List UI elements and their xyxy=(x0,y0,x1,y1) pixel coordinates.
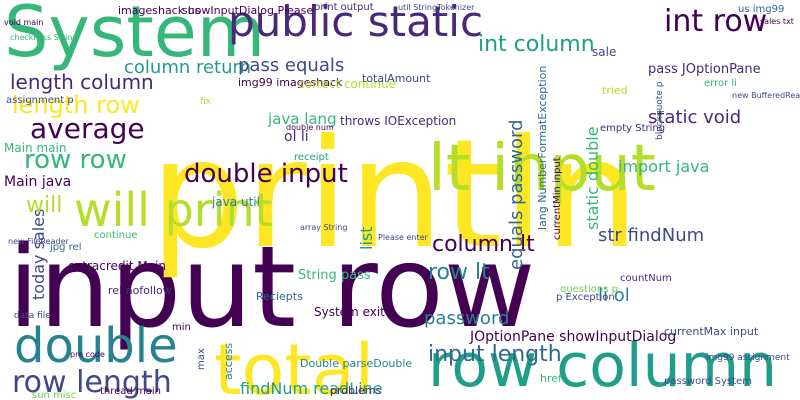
word: blockquote p xyxy=(655,81,665,140)
word: new FileReader xyxy=(8,237,69,246)
word: input row xyxy=(8,223,535,353)
word: password System xyxy=(664,376,752,387)
word: imageshack us xyxy=(118,4,201,17)
word: extracredit Main xyxy=(68,259,166,273)
word: java util xyxy=(211,195,260,209)
word: fix xyxy=(200,97,212,107)
word: us img99 xyxy=(738,4,784,15)
word: println xyxy=(150,108,639,282)
word: pass equals xyxy=(238,55,344,76)
word: jpg rel xyxy=(49,242,81,253)
word: sales txt xyxy=(760,17,794,26)
word: access xyxy=(222,343,235,380)
word: average xyxy=(30,112,145,145)
word: currentMin input xyxy=(552,157,563,240)
word: Reciepts xyxy=(256,290,303,303)
word: correct continue xyxy=(298,77,396,91)
word: double num xyxy=(286,123,334,132)
word: sale xyxy=(592,45,616,59)
word: total xyxy=(214,329,374,400)
word: totalAmount xyxy=(362,72,431,85)
word: questions p xyxy=(560,284,618,295)
word: Please enter xyxy=(378,233,429,242)
word: Double parseDouble xyxy=(300,357,412,370)
word: data file xyxy=(14,311,51,321)
word: row lt xyxy=(428,260,490,285)
word: will xyxy=(26,193,62,218)
word: min xyxy=(172,322,191,333)
word: findNum readLine xyxy=(240,379,383,398)
word: lang NumberFormatException xyxy=(536,66,549,230)
word: lt input xyxy=(428,132,656,206)
word: rel nofollow xyxy=(108,284,172,297)
word: showInputDialog Please xyxy=(182,4,313,17)
word: Main java xyxy=(4,174,71,190)
word: ol li xyxy=(284,129,309,145)
word: array String xyxy=(300,223,347,232)
word: new BufferedReader xyxy=(732,91,800,100)
word: pre code xyxy=(70,350,105,359)
word: img99 imageshack xyxy=(238,76,343,89)
word: print output xyxy=(314,2,374,13)
word: throws IOException xyxy=(340,114,456,128)
word: problems xyxy=(330,384,382,397)
word: System xyxy=(4,0,265,73)
word: li ol xyxy=(598,285,630,306)
word: util StringTokenizer xyxy=(398,3,475,12)
word: p Exception xyxy=(556,292,615,303)
word: img99 assignment xyxy=(706,353,790,363)
word: int row xyxy=(664,4,767,39)
word: sun misc xyxy=(32,390,76,400)
word: today sales xyxy=(29,209,48,300)
word: countNum xyxy=(620,273,672,284)
word: list xyxy=(357,227,376,251)
word: error li xyxy=(704,78,737,89)
word: row column xyxy=(428,331,777,400)
word: double input xyxy=(184,159,348,189)
word: empty String xyxy=(600,123,665,134)
word: static void xyxy=(648,107,741,128)
word: String pass xyxy=(298,268,371,283)
word: input length xyxy=(428,342,562,367)
word: assignment p xyxy=(6,95,74,106)
word: int column xyxy=(478,32,595,57)
word: continue xyxy=(94,230,137,241)
word: str findNum xyxy=(598,225,704,246)
word: pass JOptionPane xyxy=(648,62,761,77)
word: max xyxy=(196,348,207,370)
word: password xyxy=(424,308,509,329)
word: tried xyxy=(602,84,628,97)
word: row row xyxy=(24,145,127,175)
word: thread main xyxy=(100,386,161,397)
word: length column xyxy=(10,70,154,94)
word: import java xyxy=(618,157,709,176)
word: currentMax input xyxy=(664,325,759,338)
word: public static xyxy=(228,0,483,46)
word: JOptionPane showInputDialog xyxy=(469,329,676,345)
word: equals password xyxy=(506,120,527,271)
word: System exit xyxy=(314,305,385,319)
word: double xyxy=(14,318,178,374)
word: checkPass String xyxy=(10,33,78,42)
word: row length xyxy=(12,365,172,400)
word: href xyxy=(540,372,563,385)
word: java lang xyxy=(267,110,337,128)
word: static double xyxy=(583,126,602,230)
word: column lt xyxy=(432,232,535,257)
word: Main main xyxy=(4,141,66,155)
word: void main xyxy=(4,18,43,27)
word: will print xyxy=(74,183,273,237)
word: length row xyxy=(12,91,140,119)
word: column return xyxy=(124,57,251,78)
word: receipt xyxy=(294,152,329,163)
